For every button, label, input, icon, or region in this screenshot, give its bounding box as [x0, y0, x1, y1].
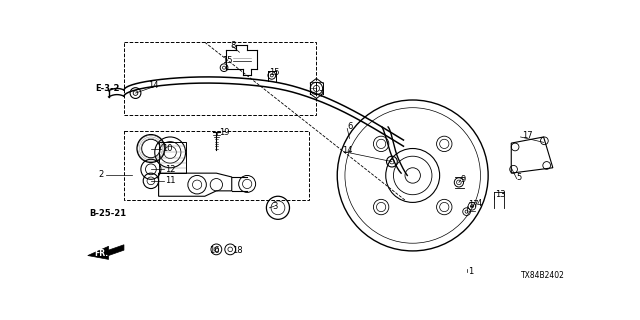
Bar	[124, 42, 316, 116]
Text: 1: 1	[468, 267, 474, 276]
Bar	[124, 131, 308, 200]
Text: 8: 8	[230, 41, 236, 50]
Text: 16: 16	[209, 246, 220, 255]
Text: 17: 17	[522, 131, 532, 140]
Text: 2: 2	[99, 170, 104, 179]
Text: 15: 15	[269, 68, 280, 77]
Text: 13: 13	[495, 190, 506, 199]
Text: 6: 6	[348, 123, 353, 132]
Text: 10: 10	[163, 144, 173, 153]
Text: 18: 18	[232, 246, 243, 255]
Text: 5: 5	[516, 172, 522, 181]
Text: 4: 4	[477, 199, 482, 208]
Polygon shape	[88, 245, 124, 260]
Text: 9: 9	[460, 175, 466, 184]
Text: E-3-2: E-3-2	[95, 84, 120, 93]
Text: 14: 14	[148, 81, 158, 90]
Text: 14: 14	[342, 146, 353, 155]
Text: TX84B2402: TX84B2402	[520, 271, 564, 280]
Text: 11: 11	[166, 176, 176, 185]
Text: 15: 15	[223, 56, 233, 65]
Text: 19: 19	[220, 128, 230, 137]
Text: 12: 12	[166, 165, 176, 174]
Text: 7: 7	[319, 90, 324, 99]
Text: FR.: FR.	[95, 250, 109, 259]
Text: 3: 3	[273, 202, 278, 211]
Text: 17: 17	[468, 200, 479, 209]
Text: B-25-21: B-25-21	[90, 210, 127, 219]
